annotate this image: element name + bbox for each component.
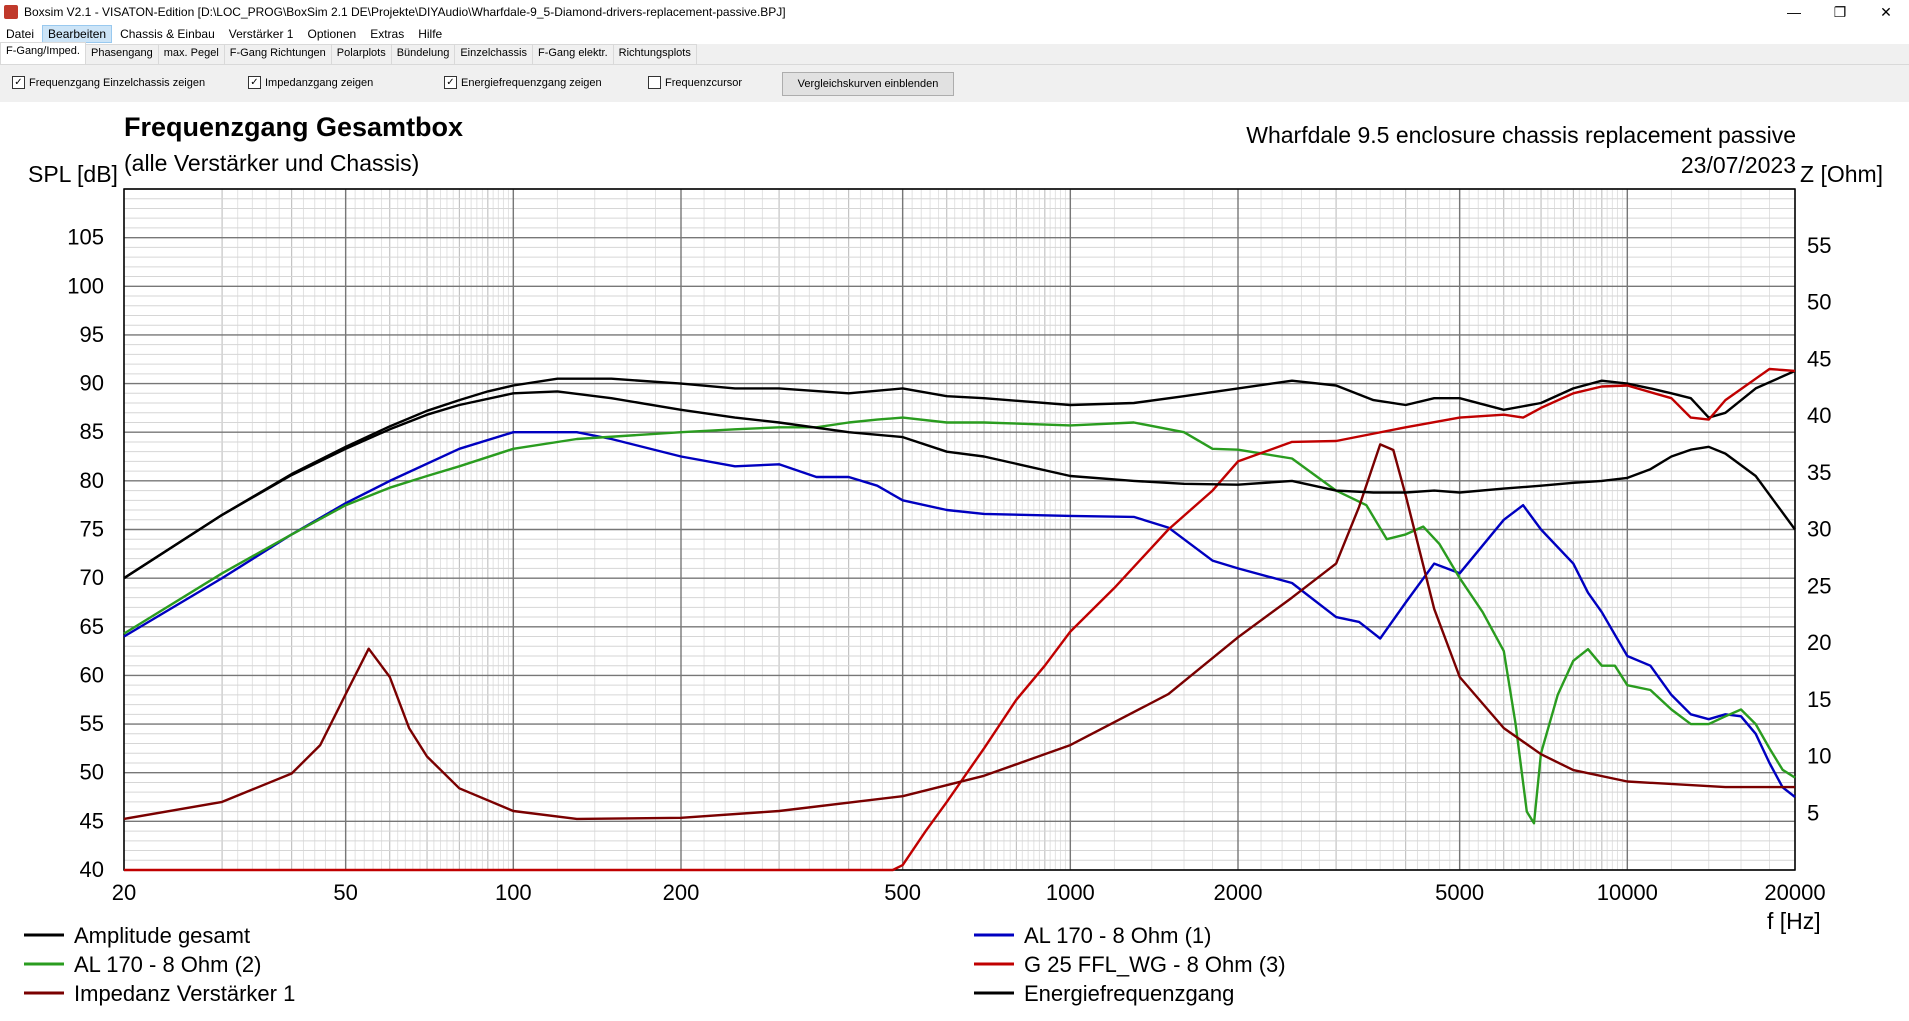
- window-titlebar: Boxsim V2.1 - VISATON-Edition [D:\LOC_PR…: [0, 0, 1909, 24]
- project-name: Wharfdale 9.5 enclosure chassis replacem…: [1246, 122, 1796, 148]
- y-tick-label-right: 10: [1807, 744, 1831, 769]
- menu-datei[interactable]: Datei: [6, 27, 35, 41]
- y-tick-label-right: 15: [1807, 687, 1831, 712]
- checkbox-impedanzgang-box[interactable]: ✓: [248, 76, 261, 89]
- y-tick-label-left: 65: [80, 614, 104, 639]
- y-tick-label-left: 95: [80, 322, 104, 347]
- y-tick-label-right: 25: [1807, 573, 1831, 598]
- x-tick-label: 5000: [1435, 880, 1484, 905]
- app-icon: [4, 5, 18, 19]
- y-tick-label-left: 55: [80, 711, 104, 736]
- legend-label: G 25 FFL_WG - 8 Ohm (3): [1024, 952, 1286, 977]
- checkbox-impedanzgang[interactable]: ✓ Impedanzgang zeigen: [248, 76, 373, 89]
- checkbox-frequenzcursor-box[interactable]: [648, 76, 661, 89]
- chart-panel: Frequenzgang Gesamtbox (alle Verstärker …: [0, 102, 1909, 1021]
- y-tick-label-left: 80: [80, 468, 104, 493]
- x-tick-label: 1000: [1046, 880, 1095, 905]
- checkbox-einzelchassis-box[interactable]: ✓: [12, 76, 25, 89]
- tab-fgang-elektr[interactable]: F-Gang elektr.: [531, 44, 614, 64]
- x-tick-label: 10000: [1597, 880, 1658, 905]
- checkbox-frequenzcursor-label: Frequenzcursor: [665, 76, 743, 89]
- tab-fgang-imped[interactable]: F-Gang/Imped.: [0, 42, 86, 64]
- legend-label: Amplitude gesamt: [74, 923, 250, 948]
- y-tick-label-left: 105: [67, 225, 104, 250]
- menu-optionen[interactable]: Optionen: [307, 27, 357, 41]
- x-tick-label: 20: [112, 880, 136, 905]
- project-date: 23/07/2023: [1680, 152, 1796, 178]
- menu-extras[interactable]: Extras: [370, 27, 405, 41]
- tab-max-pegel[interactable]: max. Pegel: [157, 44, 225, 64]
- y-tick-label-right: 30: [1807, 517, 1831, 542]
- x-tick-label: 2000: [1214, 880, 1263, 905]
- frequency-response-chart: 40 45 50 55 60 65 70 75 80 85 90 95 100 105 5 10 15 20 25 3…: [24, 161, 1883, 1006]
- menu-bar: Datei Bearbeiten Chassis & Einbau Verstä…: [0, 24, 1909, 44]
- y-axis-label-left: SPL [dB]: [28, 161, 118, 187]
- checkbox-impedanzgang-label: Impedanzgang zeigen: [265, 76, 374, 89]
- x-tick-label: 50: [333, 880, 357, 905]
- y-tick-label-left: 45: [80, 808, 104, 833]
- tab-richtungsplots[interactable]: Richtungsplots: [612, 44, 697, 64]
- tab-phasengang[interactable]: Phasengang: [84, 44, 159, 64]
- y-axis-label-right: Z [Ohm]: [1800, 161, 1883, 187]
- minimize-button[interactable]: —: [1787, 4, 1801, 20]
- series-line: [124, 367, 1796, 872]
- y-tick-label-left: 75: [80, 517, 104, 542]
- window-title: Boxsim V2.1 - VISATON-Edition [D:\LOC_PR…: [24, 5, 786, 19]
- checkbox-frequenzcursor[interactable]: Frequenzcursor: [648, 76, 742, 89]
- series-line: [123, 443, 1795, 821]
- legend-label: AL 170 - 8 Ohm (2): [74, 952, 261, 977]
- chart-title: Frequenzgang Gesamtbox: [124, 112, 464, 142]
- tab-fgang-richtungen[interactable]: F-Gang Richtungen: [223, 44, 332, 64]
- series-line: [123, 416, 1796, 825]
- y-tick-label-left: 70: [80, 565, 104, 590]
- menu-verstaerker[interactable]: Verstärker 1: [228, 27, 294, 41]
- y-tick-label-left: 40: [80, 857, 104, 882]
- menu-bearbeiten[interactable]: Bearbeiten: [42, 25, 113, 43]
- series-line: [123, 390, 1796, 580]
- close-button[interactable]: ✕: [1880, 3, 1892, 20]
- legend-label: Impedanz Verstärker 1: [74, 981, 295, 1006]
- menu-hilfe[interactable]: Hilfe: [418, 27, 443, 41]
- restore-button[interactable]: ❐: [1833, 3, 1847, 20]
- compare-curves-button[interactable]: Vergleichskurven einblenden: [782, 72, 954, 96]
- y-tick-label-left: 85: [80, 419, 104, 444]
- tab-einzelchassis[interactable]: Einzelchassis: [454, 44, 533, 64]
- checkbox-einzelchassis[interactable]: ✓ Frequenzgang Einzelchassis zeigen: [12, 76, 205, 89]
- tab-bar: F-Gang/Imped. Phasengang max. Pegel F-Ga…: [0, 42, 1909, 65]
- y-tick-label-left: 50: [80, 760, 104, 785]
- x-axis-label: f [Hz]: [1767, 908, 1821, 934]
- x-tick-label: 20000: [1764, 880, 1825, 905]
- y-tick-label-right: 20: [1807, 630, 1831, 655]
- legend-label: Energiefrequenzgang: [1024, 981, 1234, 1006]
- y-tick-label-right: 5: [1807, 800, 1819, 825]
- legend-label: AL 170 - 8 Ohm (1): [1024, 923, 1211, 948]
- y-tick-label-right: 55: [1807, 233, 1831, 258]
- y-tick-label-right: 35: [1807, 460, 1831, 485]
- checkbox-energiefrequenzgang[interactable]: ✓ Energiefrequenzgang zeigen: [444, 76, 602, 89]
- x-tick-label: 200: [663, 880, 700, 905]
- tab-polarplots[interactable]: Polarplots: [330, 44, 392, 64]
- tab-buendelung[interactable]: Bündelung: [390, 44, 456, 64]
- y-tick-label-right: 45: [1807, 346, 1831, 371]
- series-line: [123, 369, 1796, 580]
- y-tick-label-right: 50: [1807, 290, 1831, 315]
- x-tick-label: 100: [495, 880, 532, 905]
- options-bar: ✓ Frequenzgang Einzelchassis zeigen ✓ Im…: [0, 65, 1909, 100]
- checkbox-einzelchassis-label: Frequenzgang Einzelchassis zeigen: [29, 76, 206, 89]
- y-tick-label-right: 40: [1807, 403, 1831, 428]
- y-tick-label-left: 100: [67, 273, 104, 298]
- menu-chassis-einbau[interactable]: Chassis & Einbau: [120, 27, 215, 41]
- checkbox-energiefrequenzgang-box[interactable]: ✓: [444, 76, 457, 89]
- y-tick-label-left: 60: [80, 662, 104, 687]
- y-tick-label-left: 90: [80, 371, 104, 396]
- chart-subtitle: (alle Verstärker und Chassis): [124, 150, 420, 176]
- x-tick-label: 500: [884, 880, 921, 905]
- checkbox-energiefrequenzgang-label: Energiefrequenzgang zeigen: [461, 76, 602, 89]
